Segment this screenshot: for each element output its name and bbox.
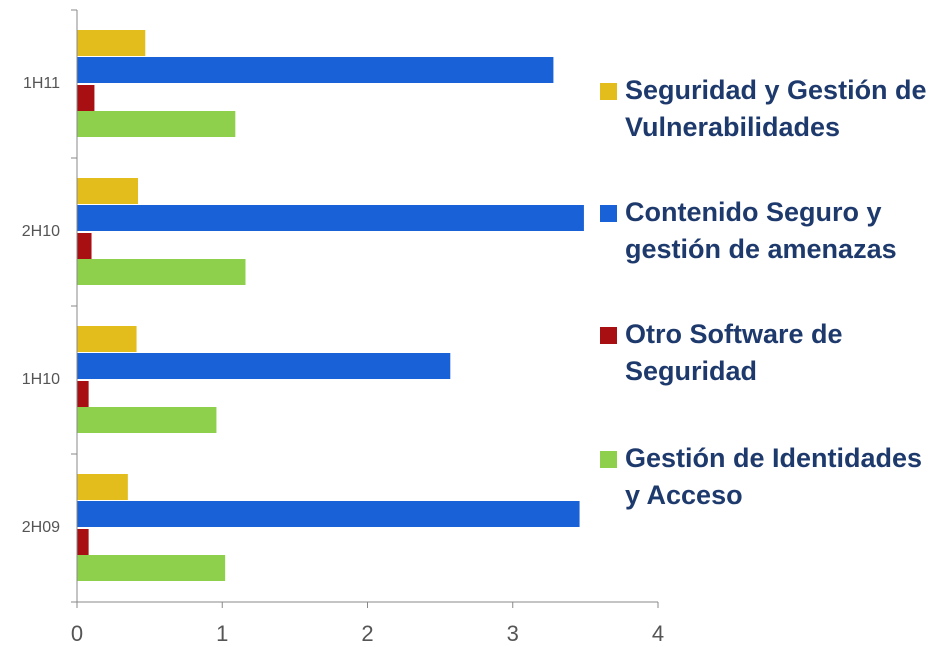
y-tick-label: 1H11 — [23, 75, 60, 92]
x-tick-label: 3 — [507, 621, 519, 646]
y-tick-label: 1H10 — [22, 371, 60, 388]
legend-item: Seguridad y Gestión de Vulnerabilidades — [600, 72, 935, 146]
bar — [77, 30, 146, 56]
legend-item: Otro Software de Seguridad — [600, 316, 935, 390]
bar — [77, 381, 89, 407]
legend-label: Gestión de Identidades y Acceso — [625, 443, 923, 510]
bar — [77, 178, 139, 204]
bar — [77, 57, 554, 83]
bar — [77, 205, 584, 231]
legend-label: Contenido Seguro y gestión de amenazas — [625, 197, 897, 264]
legend-item: Contenido Seguro y gestión de amenazas — [600, 194, 935, 268]
bar — [77, 529, 89, 555]
legend-swatch — [600, 205, 617, 222]
bar — [77, 111, 236, 137]
legend-item: Gestión de Identidades y Acceso — [600, 440, 935, 514]
legend-swatch — [600, 451, 617, 468]
bar — [77, 555, 226, 581]
bar — [77, 326, 137, 352]
x-tick-label: 0 — [71, 621, 83, 646]
x-tick-label: 2 — [361, 621, 373, 646]
legend-label: Otro Software de Seguridad — [625, 319, 843, 386]
y-tick-label: 2H09 — [22, 519, 60, 536]
legend-swatch — [600, 327, 617, 344]
legend-swatch — [600, 83, 617, 100]
legend-label: Seguridad y Gestión de Vulnerabilidades — [625, 75, 927, 142]
bar — [77, 501, 580, 527]
bar — [77, 474, 128, 500]
x-tick-label: 1 — [216, 621, 228, 646]
bar — [77, 233, 92, 259]
y-tick-label: 2H10 — [22, 223, 60, 240]
bar — [77, 353, 451, 379]
bar — [77, 259, 246, 285]
bar — [77, 407, 217, 433]
x-tick-label: 4 — [652, 621, 664, 646]
bar — [77, 85, 95, 111]
